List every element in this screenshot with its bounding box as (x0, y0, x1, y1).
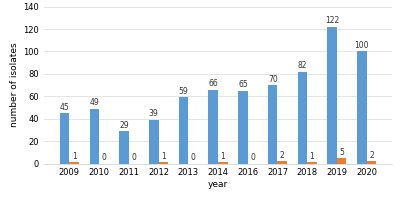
Text: 2: 2 (369, 151, 374, 160)
Bar (367, 161, 376, 164)
Text: 66: 66 (208, 79, 218, 88)
Text: 45: 45 (60, 103, 70, 112)
Text: 0: 0 (101, 153, 106, 162)
Text: 82: 82 (298, 61, 307, 70)
Text: 0: 0 (190, 153, 196, 162)
Bar (238, 91, 248, 164)
Bar (357, 51, 367, 164)
Text: 0: 0 (131, 153, 136, 162)
Text: 49: 49 (90, 98, 99, 107)
Bar (158, 162, 168, 164)
Y-axis label: number of isolates: number of isolates (10, 43, 19, 127)
Text: 2: 2 (280, 151, 284, 160)
Bar (337, 158, 346, 164)
Bar (278, 161, 287, 164)
Bar (208, 90, 218, 164)
Bar (218, 162, 228, 164)
Text: 39: 39 (149, 109, 159, 118)
Bar (268, 85, 278, 164)
Text: 70: 70 (268, 75, 278, 84)
Text: 59: 59 (179, 87, 188, 96)
Bar (328, 27, 337, 164)
Text: 1: 1 (72, 152, 76, 161)
Bar (90, 109, 99, 164)
Bar (298, 72, 307, 164)
Bar (69, 162, 79, 164)
Text: 122: 122 (325, 16, 339, 25)
Text: 5: 5 (339, 148, 344, 157)
Text: 1: 1 (220, 152, 225, 161)
Text: 29: 29 (119, 121, 129, 130)
Bar (119, 131, 129, 164)
Bar (60, 113, 69, 164)
Bar (307, 162, 317, 164)
Text: 1: 1 (161, 152, 166, 161)
Text: 0: 0 (250, 153, 255, 162)
Text: 65: 65 (238, 80, 248, 89)
Text: 100: 100 (355, 41, 369, 50)
Bar (179, 97, 188, 164)
X-axis label: year: year (208, 180, 228, 189)
Text: 1: 1 (310, 152, 314, 161)
Bar (149, 120, 158, 164)
